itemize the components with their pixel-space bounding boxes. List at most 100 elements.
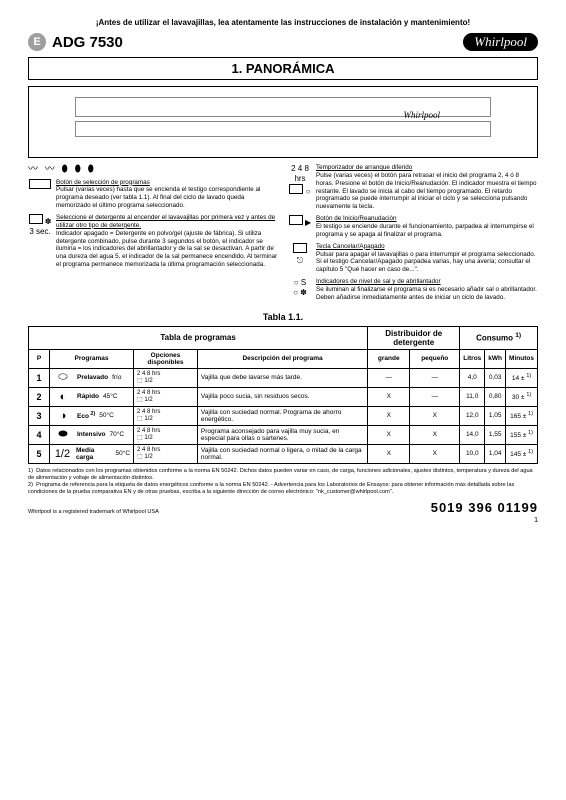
hdr-desc: Descripción del programa — [197, 349, 367, 368]
table-row: 3◑Eco 2) 50°C2 4 8 hrs⬚ 1/2Vajilla con s… — [29, 406, 538, 425]
start-icon: ▶ — [288, 215, 312, 239]
pequeno-cell: — — [410, 368, 460, 387]
e-badge: E — [28, 33, 46, 51]
panel-top-strip: Whirlpool — [75, 97, 491, 117]
section-title: 1. PANORÁMICA — [28, 57, 538, 80]
footnotes: 1) Datos relacionados con los programas … — [28, 468, 538, 496]
grande-cell: X — [368, 387, 410, 406]
start-body: El testigo se enciende durante el funcio… — [316, 223, 534, 238]
table-row: 1⬭Prelavado frío2 4 8 hrs⬚ 1/2Vajilla qu… — [29, 368, 538, 387]
program-cell: 1/2Media carga 50°C — [50, 444, 134, 463]
cancel-text: Tecla Cancelar/Apagado Pulsar para apaga… — [316, 243, 538, 274]
timer-block: 2 4 8 hrs ○ Temporizador de arranque dif… — [288, 164, 538, 211]
options-cell: 2 4 8 hrs⬚ 1/2 — [134, 368, 198, 387]
model-row: E ADG 7530 Whirlpool — [28, 33, 538, 51]
minutos-cell: 30 ± 1) — [506, 387, 538, 406]
hdr-programs-group: Tabla de programas — [29, 326, 368, 349]
model-left: E ADG 7530 — [28, 33, 123, 51]
litros-cell: 12,0 — [460, 406, 485, 425]
programs-table: Tabla de programas Distribuidor de deter… — [28, 326, 538, 464]
kwh-cell: 0,80 — [485, 387, 506, 406]
table-row: 4⬬Intensivo 70°C2 4 8 hrs⬚ 1/2Programa a… — [29, 425, 538, 444]
options-cell: 2 4 8 hrs⬚ 1/2 — [134, 444, 198, 463]
description-cell: Programa aconsejado para vajilla muy suc… — [197, 425, 367, 444]
hdr-litros: Litros — [460, 349, 485, 368]
description-cell: Vajilla con suciedad normal o ligera, o … — [197, 444, 367, 463]
start-text: Botón de Inicio/Reanudación El testigo s… — [316, 215, 538, 239]
program-name: Intensivo — [77, 431, 106, 438]
footnote-1: 1) Datos relacionados con los programas … — [28, 468, 538, 482]
detergent-icon: ✽ 3 sec. — [28, 214, 52, 269]
table-caption: Tabla 1.1. — [28, 312, 538, 322]
row-number: 3 — [29, 406, 50, 425]
hdr-opciones: Opciones disponibles — [134, 349, 198, 368]
program-name: Rápido — [77, 393, 99, 400]
hdr-minutos: Minutos — [506, 349, 538, 368]
row-number: 5 — [29, 444, 50, 463]
controls-right-col: 2 4 8 hrs ○ Temporizador de arranque dif… — [288, 164, 538, 306]
program-name: Media carga — [76, 447, 112, 461]
hdr-programas: Programas — [50, 349, 134, 368]
grande-cell: X — [368, 425, 410, 444]
detergent-body: Indicador apagado = Detergente en polvo/… — [56, 230, 277, 268]
cancel-block: ⎋ Tecla Cancelar/Apagado Pulsar para apa… — [288, 243, 538, 274]
sec-label: 3 sec. — [29, 227, 50, 236]
detergent-block: ✽ 3 sec. Seleccione el detergente al enc… — [28, 214, 278, 269]
controls-left-col: 〰 〰 ⬮ ⬮ ⬮ Botón de selección de programa… — [28, 164, 278, 306]
prog-select-title: Botón de selección de programas — [56, 179, 150, 186]
indicators-block: ○ S○ ✽ Indicadores de nivel de sal y de … — [288, 278, 538, 302]
minutos-cell: 165 ± 1) — [506, 406, 538, 425]
hdr-pequeno: pequeño — [410, 349, 460, 368]
minutos-cell: 14 ± 1) — [506, 368, 538, 387]
hdr-detergent-group: Distribuidor de detergente — [368, 326, 460, 349]
footer-row: Whirlpool is a registered trademark of W… — [28, 500, 538, 515]
program-cell: ⬬Intensivo 70°C — [50, 425, 134, 444]
program-temp: 50°C — [116, 450, 131, 457]
description-cell: Vajilla que debe lavarse más tarde. — [197, 368, 367, 387]
options-cell: 2 4 8 hrs⬚ 1/2 — [134, 387, 198, 406]
row-number: 2 — [29, 387, 50, 406]
cancel-body: Pulsar para apagar el lavavajillas o par… — [316, 251, 535, 274]
footer-trademark: Whirlpool is a registered trademark of W… — [28, 509, 159, 515]
program-name: Prelavado — [77, 374, 108, 381]
table-row: 2◐Rápido 45°C2 4 8 hrs⬚ 1/2Vajilla poco … — [29, 387, 538, 406]
litros-cell: 4,0 — [460, 368, 485, 387]
indicators-body: Se iluminan al finalizarse el programa s… — [316, 286, 537, 301]
minutos-cell: 155 ± 1) — [506, 425, 538, 444]
indicators-text: Indicadores de nivel de sal y de abrilla… — [316, 278, 538, 302]
litros-cell: 11,0 — [460, 387, 485, 406]
pequeno-cell: X — [410, 444, 460, 463]
kwh-cell: 1,55 — [485, 425, 506, 444]
button-icon — [28, 179, 52, 210]
row-number: 4 — [29, 425, 50, 444]
program-icon: ◐ — [53, 390, 73, 404]
options-cell: 2 4 8 hrs⬚ 1/2 — [134, 406, 198, 425]
controls-description: 〰 〰 ⬮ ⬮ ⬮ Botón de selección de programa… — [28, 164, 538, 306]
pequeno-cell: X — [410, 425, 460, 444]
cancel-icon: ⎋ — [288, 243, 312, 274]
program-cell: ◑Eco 2) 50°C — [50, 406, 134, 425]
program-name: Eco 2) — [77, 411, 95, 420]
description-cell: Vajilla poco sucia, sin residuos secos. — [197, 387, 367, 406]
top-warning: ¡Antes de utilizar el lavavajillas, lea … — [28, 18, 538, 27]
brand-logo: Whirlpool — [463, 33, 538, 51]
program-cell: ◐Rápido 45°C — [50, 387, 134, 406]
panel-bottom-strip — [75, 121, 491, 137]
detergent-text: Seleccione el detergente al encender el … — [56, 214, 278, 269]
hdr-consumo-group: Consumo 1) — [460, 326, 538, 349]
timer-title: Temporizador de arranque diferido — [316, 164, 412, 171]
model-name: ADG 7530 — [52, 34, 123, 51]
timer-text: Temporizador de arranque diferido Pulse … — [316, 164, 538, 211]
footnote-2: 2) Programa de referencia para la etique… — [28, 482, 538, 496]
prog-select-block: Botón de selección de programas Pulsar (… — [28, 179, 278, 210]
hdr-p: P — [29, 349, 50, 368]
program-icon: ◑ — [53, 409, 73, 423]
kwh-cell: 1,05 — [485, 406, 506, 425]
litros-cell: 10,0 — [460, 444, 485, 463]
row-number: 1 — [29, 368, 50, 387]
program-icon: ⬭ — [53, 371, 73, 385]
indicators-title: Indicadores de nivel de sal y de abrilla… — [316, 278, 441, 285]
header-row-2: P Programas Opciones disponibles Descrip… — [29, 349, 538, 368]
detergent-title: Seleccione el detergente al encender el … — [56, 214, 275, 229]
grande-cell: X — [368, 406, 410, 425]
